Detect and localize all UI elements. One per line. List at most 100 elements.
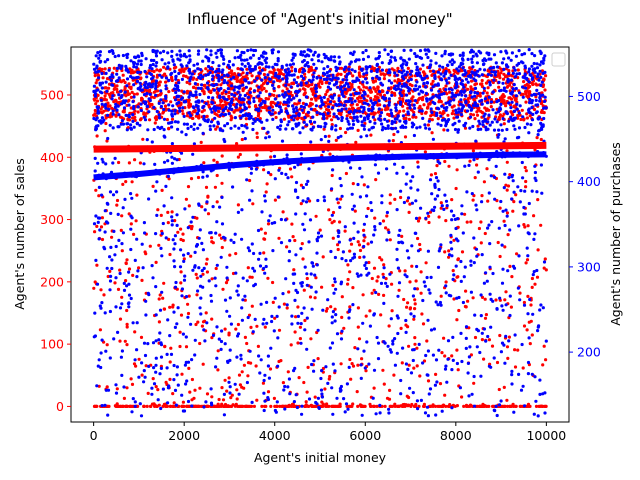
scatter-point (241, 130, 245, 134)
scatter-point (403, 59, 407, 63)
scatter-point (362, 228, 366, 232)
scatter-point (326, 85, 330, 89)
scatter-point (403, 135, 408, 139)
scatter-point (353, 346, 357, 350)
scatter-point (153, 121, 157, 125)
scatter-point (323, 134, 327, 139)
scatter-point (302, 105, 306, 109)
scatter-point (133, 158, 137, 162)
scatter-point (340, 315, 344, 319)
scatter-point (299, 152, 303, 156)
scatter-point (353, 69, 357, 73)
scatter-point (538, 308, 542, 312)
scatter-point (376, 110, 381, 114)
scatter-point (300, 108, 304, 112)
scatter-point (211, 333, 216, 337)
scatter-point (179, 270, 183, 274)
scatter-point (519, 404, 523, 408)
scatter-point (285, 306, 289, 310)
scatter-point (416, 188, 420, 192)
scatter-point (421, 298, 425, 303)
scatter-point (440, 351, 444, 355)
scatter-point (455, 168, 459, 172)
scatter-point (480, 200, 484, 204)
scatter-point (531, 312, 535, 316)
scatter-point (443, 393, 447, 397)
scatter-point (483, 97, 487, 101)
scatter-point (365, 134, 369, 138)
scatter-point (198, 228, 202, 232)
scatter-point (220, 195, 224, 199)
scatter-point (116, 287, 121, 291)
scatter-point (348, 238, 352, 242)
scatter-point (380, 122, 384, 126)
scatter-point (470, 392, 474, 396)
scatter-point (498, 206, 502, 210)
scatter-point (159, 92, 163, 96)
scatter-point (177, 81, 181, 85)
scatter-point (507, 101, 511, 105)
scatter-point (111, 94, 115, 98)
scatter-point (173, 234, 177, 238)
scatter-point (336, 247, 340, 252)
scatter-point (216, 368, 220, 372)
scatter-point (240, 123, 244, 128)
scatter-point (530, 118, 535, 122)
scatter-point (497, 73, 501, 77)
scatter-point (172, 404, 176, 408)
scatter-point (335, 73, 339, 77)
scatter-point (357, 243, 362, 247)
scatter-point (194, 93, 198, 97)
scatter-point (353, 209, 357, 213)
scatter-point (247, 249, 252, 253)
scatter-point (397, 240, 401, 245)
scatter-point (482, 180, 486, 184)
scatter-point (439, 123, 443, 127)
scatter-point (445, 204, 449, 208)
scatter-point (120, 302, 124, 306)
scatter-point (520, 108, 524, 112)
scatter-point (160, 231, 164, 236)
scatter-point (508, 173, 512, 177)
scatter-point (253, 317, 257, 321)
scatter-point (425, 99, 429, 103)
scatter-point (108, 255, 112, 259)
scatter-point (138, 118, 143, 122)
scatter-point (308, 119, 312, 123)
scatter-point (378, 90, 382, 94)
scatter-point (460, 212, 464, 216)
scatter-point (535, 62, 539, 66)
scatter-point (201, 320, 206, 324)
scatter-point (293, 69, 298, 73)
scatter-point (332, 112, 336, 116)
scatter-point (523, 165, 527, 170)
scatter-point (98, 328, 102, 332)
scatter-point (351, 119, 355, 123)
scatter-point (303, 72, 307, 76)
scatter-point (183, 207, 187, 211)
scatter-point (349, 93, 353, 97)
scatter-point (467, 355, 471, 359)
scatter-point (202, 92, 206, 96)
scatter-point (240, 237, 244, 241)
scatter-point (521, 115, 525, 119)
scatter-point (290, 175, 294, 179)
scatter-point (349, 242, 354, 246)
scatter-point (302, 120, 306, 124)
scatter-point (234, 402, 238, 406)
scatter-point (455, 275, 459, 279)
scatter-point (230, 72, 234, 76)
scatter-point (277, 236, 281, 240)
scatter-point (452, 214, 456, 218)
scatter-point (130, 410, 134, 414)
scatter-point (263, 237, 267, 241)
scatter-point (97, 194, 101, 198)
scatter-point (242, 51, 246, 55)
scatter-point (360, 94, 365, 98)
scatter-point (423, 284, 427, 288)
scatter-point (404, 63, 409, 67)
scatter-point (238, 383, 242, 387)
scatter-point (424, 85, 428, 89)
scatter-point (479, 293, 483, 297)
scatter-point (462, 90, 466, 94)
